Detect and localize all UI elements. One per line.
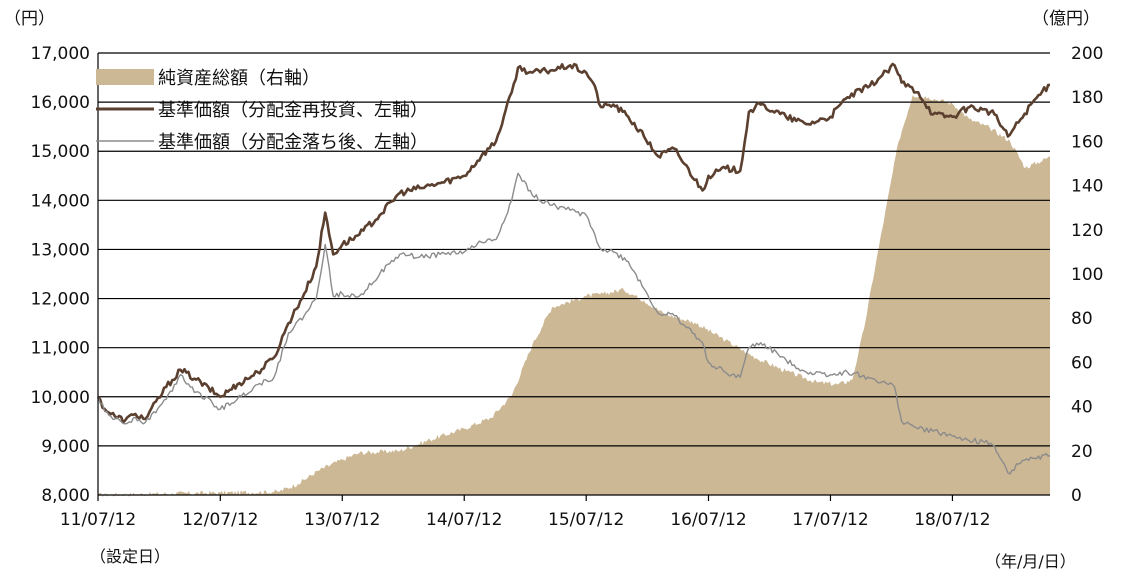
right-tick-label: 60 — [1071, 353, 1093, 373]
series-area-net-assets — [98, 95, 1050, 497]
left-axis-unit: （円） — [4, 9, 55, 29]
x-tick-label: 13/07/12 — [304, 510, 380, 530]
right-tick-label: 0 — [1071, 486, 1082, 506]
right-tick-label: 20 — [1071, 442, 1093, 462]
left-tick-label: 8,000 — [41, 486, 90, 506]
left-tick-label: 17,000 — [31, 44, 90, 64]
left-tick-label: 11,000 — [31, 339, 90, 359]
right-tick-label: 160 — [1071, 132, 1103, 152]
line-layer — [96, 62, 1051, 475]
x-tick-label: 11/07/12 — [60, 510, 136, 530]
axis-layer: 8,000 9,000 10,000 11,000 12,000 13,000 14,000… — [31, 44, 1104, 530]
left-tick-label: 13,000 — [31, 240, 90, 260]
right-axis-unit: （億円） — [1032, 9, 1100, 29]
x-tick-label: 15/07/12 — [548, 510, 624, 530]
series-line-after-dist — [97, 172, 1051, 475]
x-tick-label: 18/07/12 — [914, 510, 990, 530]
right-tick-label: 100 — [1071, 265, 1103, 285]
legend: 純資産総額（右軸） 基準価額（分配金再投資、左軸） 基準価額（分配金落ち後、左軸） — [96, 68, 428, 153]
legend-label: 純資産総額（右軸） — [158, 68, 320, 89]
right-tick-label: 140 — [1071, 177, 1103, 197]
series-line-reinvested — [96, 62, 1051, 424]
x-tick-label: 14/07/12 — [426, 510, 502, 530]
legend-swatch-area — [96, 69, 154, 85]
left-tick-label: 14,000 — [31, 191, 90, 211]
right-tick-label: 80 — [1071, 309, 1093, 329]
x-tick-label: 17/07/12 — [792, 510, 868, 530]
right-tick-label: 120 — [1071, 221, 1103, 241]
left-tick-label: 9,000 — [41, 437, 90, 457]
legend-label: 基準価額（分配金落ち後、左軸） — [158, 132, 428, 153]
x-tick-label: 16/07/12 — [670, 510, 746, 530]
x-axis-unit: （年/月/日） — [985, 552, 1076, 571]
right-tick-label: 180 — [1071, 88, 1103, 108]
right-tick-label: 40 — [1071, 398, 1093, 418]
grid-layer — [98, 52, 1050, 447]
start-date-note: （設定日） — [90, 547, 171, 566]
legend-label: 基準価額（分配金再投資、左軸） — [158, 100, 428, 121]
right-tick-label: 200 — [1071, 44, 1103, 64]
left-tick-label: 10,000 — [31, 388, 90, 408]
x-tick-label: 12/07/12 — [182, 510, 258, 530]
left-tick-label: 15,000 — [31, 142, 90, 162]
area-layer — [98, 95, 1050, 497]
left-tick-label: 12,000 — [31, 290, 90, 310]
left-tick-label: 16,000 — [31, 93, 90, 113]
